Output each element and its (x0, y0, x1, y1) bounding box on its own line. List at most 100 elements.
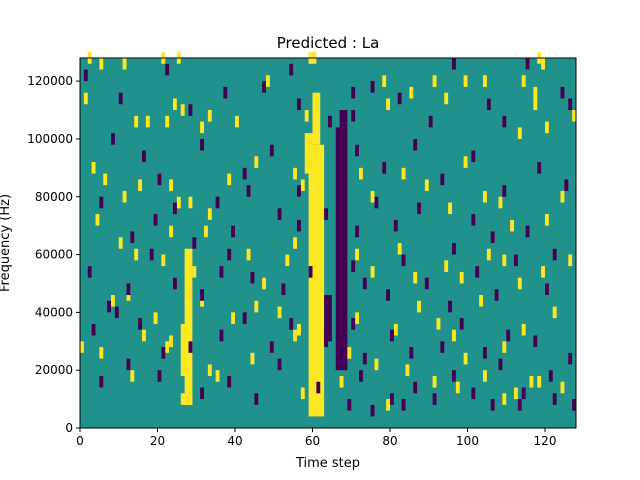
heatmap-cell-high (103, 173, 108, 186)
heatmap-cell-low (138, 318, 142, 330)
heatmap-cell-low (440, 173, 445, 186)
heatmap-cell-low (130, 231, 135, 243)
heatmap-cell-high (293, 167, 297, 180)
heatmap-cell-high (200, 121, 204, 134)
heatmap-cell-low (99, 375, 104, 388)
heatmap-cell-high (401, 167, 406, 180)
heatmap-cell-low (568, 98, 573, 111)
heatmap-cell-high (521, 323, 526, 336)
heatmap-cell-low (537, 162, 542, 174)
heatmap-cell-high (300, 387, 305, 400)
heatmap-cell-high (266, 75, 270, 87)
heatmap-cell-high (393, 323, 398, 336)
heatmap-cell-high (448, 202, 452, 215)
heatmap-cell-low (297, 219, 301, 232)
heatmap-cell-low (370, 81, 375, 93)
y-tick-label: 80000 (35, 190, 73, 204)
y-tick-label: 40000 (35, 305, 73, 319)
heatmap-cell-low (533, 335, 538, 348)
heatmap-cell-low (200, 138, 204, 151)
heatmap-cell-low (494, 289, 499, 301)
heatmap-cell-high (560, 190, 565, 203)
heatmap-cell-low (308, 266, 313, 278)
heatmap-cell-low (432, 393, 437, 405)
heatmap-cell-high (386, 399, 390, 411)
heatmap-cell-low (452, 243, 456, 255)
heatmap-cell-high (165, 115, 170, 128)
heatmap-cell-low (142, 150, 146, 163)
heatmap-cell-low (459, 318, 464, 330)
heatmap-cell-high (145, 115, 150, 128)
y-tick-label: 20000 (35, 363, 73, 377)
heatmap-band-high (180, 393, 193, 405)
heatmap-cell-high (386, 98, 390, 111)
heatmap-cell-low (324, 208, 328, 220)
heatmap-cell-high (293, 237, 297, 249)
heatmap-cell-low (269, 341, 274, 353)
heatmap-cell-high (235, 115, 239, 128)
heatmap-cell-high (533, 98, 538, 111)
heatmap-cell-low (269, 144, 274, 157)
y-axis: 0 20000 40000 60000 80000 100000 120000 (27, 74, 80, 435)
heatmap-cell-low (91, 323, 96, 336)
heatmap-cell-low (413, 138, 418, 151)
heatmap-cell-high (444, 260, 449, 272)
heatmap-cell-high (502, 393, 507, 405)
heatmap-cell-high (521, 75, 526, 87)
heatmap-cell-high (293, 329, 297, 342)
heatmap-cell-high (130, 370, 135, 382)
heatmap-cell-high (99, 347, 104, 359)
heatmap-cell-low (475, 266, 480, 278)
heatmap-cell-high (455, 381, 460, 394)
heatmap-cell-high (111, 295, 115, 307)
heatmap-cell-high (254, 300, 259, 313)
heatmap-cell-high (173, 98, 177, 111)
heatmap-cell-low (188, 341, 193, 353)
heatmap-cell-low (351, 110, 356, 122)
heatmap-cell-low (382, 162, 387, 174)
heatmap-cell-low (250, 271, 255, 284)
heatmap-cell-low (374, 196, 379, 209)
heatmap-cell-low (452, 58, 456, 70)
heatmap-background (80, 58, 576, 428)
heatmap-cell-high (541, 58, 545, 70)
heatmap-cell-high (502, 341, 507, 353)
heatmap-cell-low (153, 214, 158, 226)
heatmap-cell-low (517, 399, 522, 411)
heatmap-cell-high (486, 248, 491, 261)
x-tick-label: 20 (150, 434, 165, 448)
heatmap-cell-high (204, 225, 208, 238)
heatmap-cell-high (262, 277, 266, 290)
heatmap-cell-low (87, 266, 92, 278)
heatmap-cell-high (374, 358, 379, 371)
heatmap-cell-high (339, 375, 344, 388)
heatmap-cell-low (219, 329, 224, 342)
heatmap-cell-low (521, 387, 526, 400)
x-tick-label: 0 (76, 434, 84, 448)
heatmap-cell-high (142, 329, 146, 342)
heatmap-cell-low (289, 318, 294, 330)
heatmap-cell-high (498, 196, 503, 209)
heatmap-cell-low (386, 289, 390, 301)
heatmap-cell-high (479, 295, 483, 307)
heatmap-cell-low (219, 266, 224, 278)
heatmap-cell-low (390, 393, 394, 405)
heatmap-cell-low (401, 254, 406, 267)
heatmap-cell-low (246, 185, 251, 197)
heatmap-cell-low (188, 104, 193, 116)
heatmap-cell-low (99, 196, 104, 209)
heatmap-cell-low (351, 86, 356, 99)
heatmap-cell-high (95, 214, 100, 226)
heatmap-cell-high (227, 173, 232, 186)
x-tick-label: 60 (305, 434, 320, 448)
heatmap-cell-low (390, 329, 394, 342)
heatmap-cell-low (165, 63, 170, 76)
heatmap-cell-high (169, 179, 173, 191)
chart-title: Predicted : La (277, 34, 380, 52)
x-axis-label: Time step (295, 456, 360, 471)
heatmap-cell-low (107, 300, 111, 313)
heatmap-band-low (339, 110, 348, 128)
plot-frame (79, 57, 577, 429)
heatmap-cell-high (514, 387, 518, 400)
heatmap-cell-high (370, 266, 375, 278)
